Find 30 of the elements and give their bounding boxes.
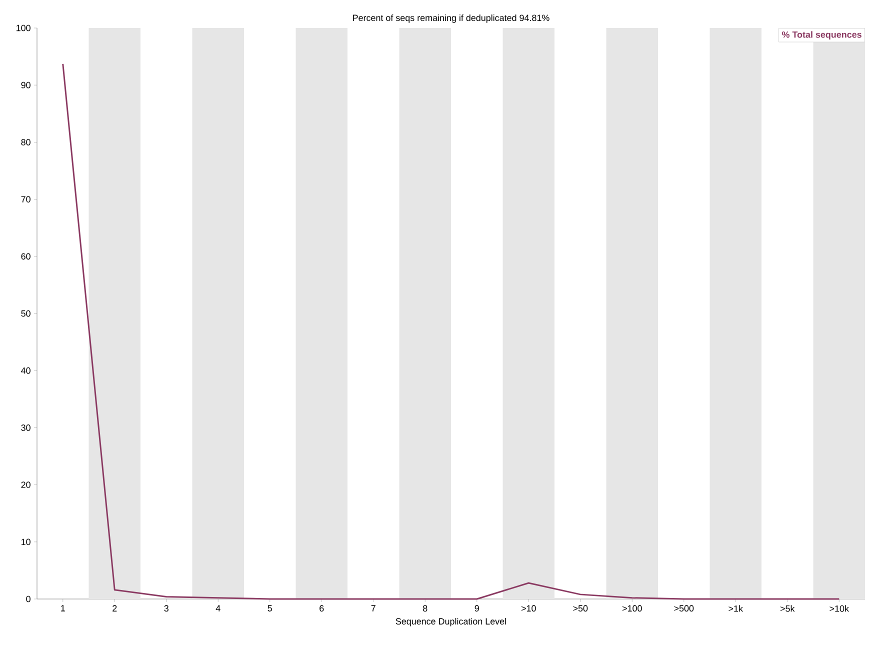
y-tick-label: 70	[21, 196, 30, 202]
x-tick-label: 7	[371, 605, 376, 612]
x-tick-label: >1k	[728, 605, 743, 612]
x-tick-label: 9	[474, 605, 479, 612]
y-tick-label: 10	[22, 538, 30, 546]
text: % Total sequences	[782, 31, 862, 40]
x-tick-label: >5k	[780, 605, 795, 612]
y-tick-label: 50	[21, 310, 30, 317]
x-tick-label: >10k	[830, 605, 849, 612]
chart-title: Percent of seqs remaining if deduplicated 94.81%	[353, 14, 550, 23]
y-tick-label: 100	[16, 24, 30, 32]
x-tick-label: 3	[164, 605, 168, 612]
x-tick-label: 2	[112, 605, 117, 612]
x-tick-label: 1	[61, 605, 65, 612]
x-tick-label: >10	[521, 605, 536, 612]
y-tick-label: 30	[21, 424, 30, 431]
x-tick-label: >100	[622, 605, 642, 612]
x-tick-label: 6	[320, 605, 324, 612]
y-tick-label: 90	[21, 82, 30, 88]
y-tick-label: 20	[21, 482, 30, 488]
y-tick-label: 40	[21, 367, 30, 374]
x-tick-label: >500	[674, 605, 694, 612]
y-tick-label: 80	[21, 139, 30, 146]
y-tick-label: 0	[26, 596, 30, 602]
x-tick-label: 8	[423, 605, 428, 612]
x-axis-title: Sequence Duplication Level	[396, 618, 506, 626]
y-tick-label: 60	[21, 253, 30, 260]
x-tick-label: >50	[573, 605, 588, 612]
x-tick-label: 4	[216, 605, 220, 612]
x-tick-label: 5	[268, 605, 272, 612]
